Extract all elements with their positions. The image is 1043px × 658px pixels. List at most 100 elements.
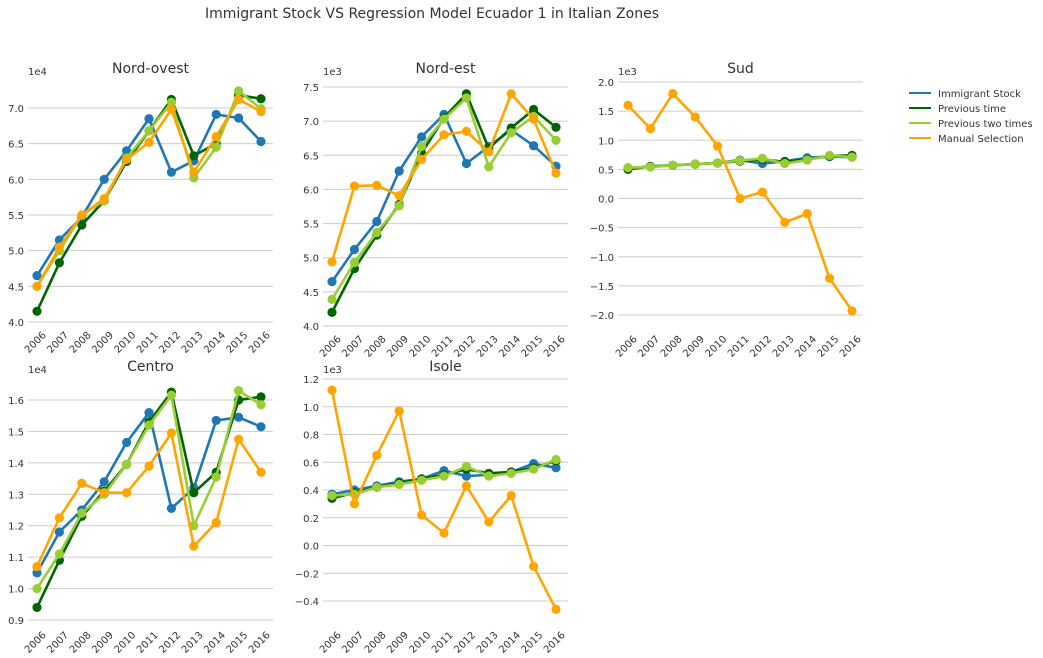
ytick-label: 1.0 <box>303 403 319 414</box>
xtick-label: 2008 <box>68 330 94 356</box>
xtick-label: 2016 <box>542 334 568 360</box>
data-point-previous-two-times <box>144 126 154 136</box>
xtick-label: 2015 <box>520 334 546 360</box>
xtick-label: 2015 <box>816 334 842 360</box>
data-point-immigrant-stock <box>211 109 221 120</box>
subplot-title: Nord-est <box>416 61 476 77</box>
xtick-label: 2006 <box>318 334 344 360</box>
data-point-manual-selection <box>256 106 266 117</box>
data-point-immigrant-stock <box>461 471 471 481</box>
xtick-label: 2013 <box>180 630 206 656</box>
ytick-label: 1.2 <box>303 375 319 386</box>
data-point-previous-two-times <box>825 150 835 160</box>
scale-label: 1e4 <box>28 365 47 376</box>
xtick-label: 2007 <box>45 330 71 356</box>
subplot-title: Centro <box>127 359 174 375</box>
data-point-previous-two-times <box>506 128 516 138</box>
xtick-label: 2007 <box>636 334 662 360</box>
ytick-label: 0.0 <box>303 542 319 553</box>
data-point-immigrant-stock <box>256 136 266 147</box>
data-point-immigrant-stock <box>54 527 64 537</box>
ytick-label: −0.2 <box>295 569 319 580</box>
legend-label-previous-time: Previous time <box>938 104 1006 115</box>
xtick-label: 2011 <box>430 630 456 656</box>
data-point-previous-time <box>529 104 539 115</box>
legend-label-immigrant-stock: Immigrant Stock <box>938 89 1021 100</box>
data-point-previous-two-times <box>484 471 494 481</box>
xtick-label: 2013 <box>180 330 206 356</box>
data-point-immigrant-stock <box>99 174 109 184</box>
data-point-immigrant-stock <box>417 132 427 142</box>
data-point-previous-two-times <box>417 475 427 485</box>
xtick-label: 2009 <box>681 334 707 360</box>
data-point-manual-selection <box>349 181 359 191</box>
data-point-previous-two-times <box>847 152 857 162</box>
data-point-previous-two-times <box>349 257 359 268</box>
data-point-manual-selection <box>256 467 266 477</box>
data-point-previous-two-times <box>417 141 427 152</box>
scale-label: 1e3 <box>323 67 342 78</box>
data-point-manual-selection <box>529 114 539 124</box>
data-point-manual-selection <box>234 434 244 444</box>
xtick-label: 2009 <box>90 630 116 656</box>
legend-label-manual-selection: Manual Selection <box>938 134 1024 145</box>
data-point-previous-two-times <box>551 454 561 465</box>
data-point-previous-two-times <box>166 390 176 400</box>
data-point-immigrant-stock <box>99 477 109 487</box>
data-point-manual-selection <box>54 513 64 523</box>
series-line-previous-time <box>330 92 557 313</box>
data-point-manual-selection <box>99 488 109 498</box>
ytick-label: 1.1 <box>8 553 24 564</box>
data-point-manual-selection <box>189 541 199 551</box>
data-point-manual-selection <box>189 167 199 177</box>
data-point-manual-selection <box>166 104 176 115</box>
data-point-manual-selection <box>506 89 516 99</box>
data-point-previous-two-times <box>77 508 87 518</box>
data-point-immigrant-stock <box>551 463 561 473</box>
xtick-label: 2008 <box>659 334 685 360</box>
xtick-label: 2007 <box>45 630 71 656</box>
ytick-label: 6.0 <box>303 185 319 196</box>
data-point-previous-two-times <box>690 159 700 169</box>
xtick-label: 2009 <box>385 630 411 656</box>
data-point-previous-two-times <box>211 472 221 482</box>
xtick-label: 2006 <box>318 630 344 656</box>
xtick-label: 2016 <box>247 630 273 656</box>
data-point-previous-two-times <box>461 461 471 472</box>
data-point-previous-two-times <box>529 464 539 474</box>
data-point-immigrant-stock <box>349 244 359 255</box>
ytick-label: 4.0 <box>8 318 24 329</box>
data-point-previous-time <box>189 151 199 161</box>
ytick-label: 1.5 <box>8 427 24 438</box>
data-point-manual-selection <box>144 137 154 147</box>
xtick-label: 2007 <box>340 334 366 360</box>
xtick-label: 2010 <box>408 334 434 360</box>
xtick-label: 2016 <box>838 334 864 360</box>
data-point-previous-two-times <box>506 468 516 478</box>
data-point-immigrant-stock <box>166 167 176 177</box>
xtick-label: 2010 <box>113 630 139 656</box>
ytick-label: 1.6 <box>8 396 24 407</box>
xtick-label: 2014 <box>202 330 228 356</box>
subplot-title: Nord-ovest <box>112 61 190 77</box>
data-point-immigrant-stock <box>256 422 266 432</box>
data-point-previous-two-times <box>484 162 494 172</box>
data-point-manual-selection <box>847 306 857 316</box>
ytick-label: 1.0 <box>8 585 24 596</box>
data-point-manual-selection <box>551 604 561 614</box>
data-point-manual-selection <box>211 131 221 142</box>
data-point-previous-two-times <box>256 400 266 410</box>
data-point-previous-two-times <box>461 93 471 103</box>
xtick-label: 2008 <box>363 630 389 656</box>
data-point-previous-time <box>551 122 561 132</box>
xtick-label: 2012 <box>157 630 183 656</box>
data-point-previous-two-times <box>372 482 382 492</box>
data-point-manual-selection <box>372 450 382 460</box>
data-point-previous-two-times <box>122 459 132 470</box>
data-point-manual-selection <box>713 141 723 151</box>
data-point-manual-selection <box>645 124 656 134</box>
data-point-immigrant-stock <box>32 568 42 578</box>
data-point-previous-two-times <box>234 86 244 96</box>
data-point-manual-selection <box>77 210 87 220</box>
ytick-label: 7.0 <box>303 117 319 128</box>
